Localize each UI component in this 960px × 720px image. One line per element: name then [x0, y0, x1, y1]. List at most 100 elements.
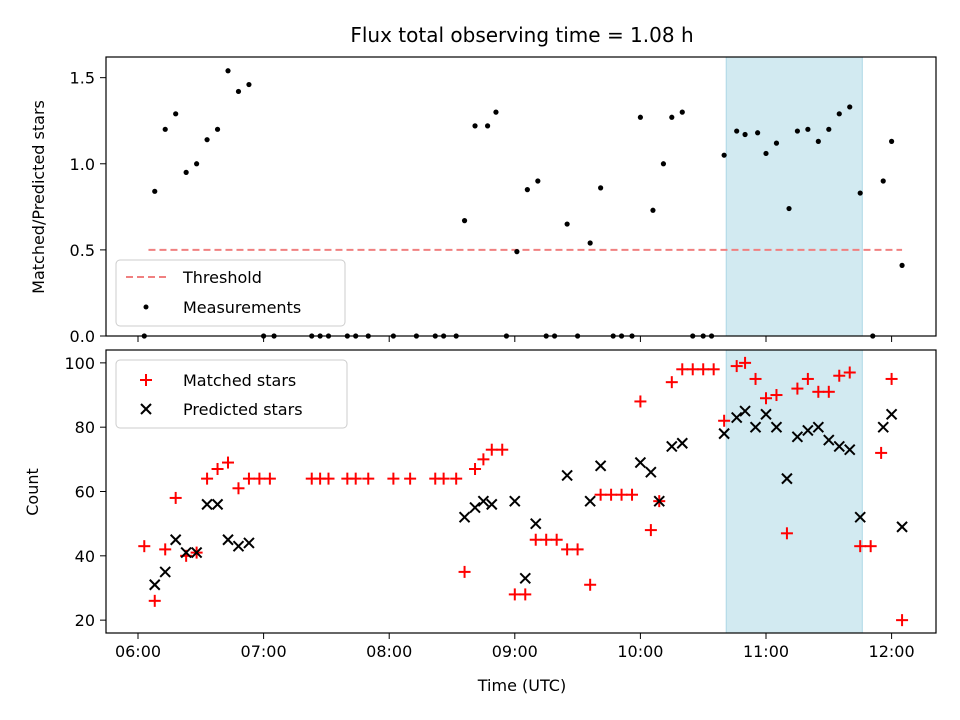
x-tick-label: 12:00 [869, 642, 915, 661]
x-tick-label: 07:00 [241, 642, 287, 661]
predicted-stars-point [486, 498, 498, 511]
measurements-point [857, 190, 863, 196]
predicted-stars-point [770, 421, 783, 433]
measurements-point [598, 185, 604, 191]
matched-stars-point [362, 472, 375, 485]
matched-stars-point [349, 472, 362, 485]
measurements-point [637, 114, 644, 120]
measurements-point [173, 111, 179, 117]
measurements-point [742, 131, 748, 138]
measurements-point [535, 178, 541, 184]
predicted-stars-point [201, 498, 213, 511]
matched-stars-point [540, 533, 553, 546]
x-tick-label: 08:00 [366, 642, 412, 661]
matched-stars-point [322, 472, 335, 485]
measurements-point [472, 123, 478, 129]
predicted-stars-point [634, 456, 647, 469]
measurements-point [493, 109, 499, 115]
matched-stars-point [812, 385, 825, 398]
matched-stars-point [232, 482, 245, 495]
top-legend-box [115, 259, 346, 327]
predicted-stars-point [211, 498, 224, 511]
measurements-point [484, 123, 491, 129]
matched-stars-point [437, 472, 450, 485]
matched-stars-point [242, 472, 255, 485]
measurements-point [669, 114, 675, 120]
measurements-point [847, 104, 853, 110]
predicted-stars-point [530, 517, 542, 530]
measurements-point [524, 187, 530, 193]
x-tick-label: 09:00 [492, 642, 538, 661]
matched-stars-point [780, 527, 793, 540]
y-tick-label: 0.5 [70, 241, 95, 260]
matched-stars-point [739, 356, 752, 369]
matched-stars-point [571, 543, 584, 556]
matched-stars-point [833, 369, 846, 382]
matched-stars-point [138, 540, 151, 553]
y-tick-label: 20 [75, 611, 95, 630]
y-tick-label: 1.0 [70, 155, 95, 174]
measurements-point [815, 138, 821, 144]
predicted-stars-point [190, 546, 203, 559]
measurements-point [235, 88, 242, 95]
matched-stars-point [159, 543, 172, 556]
predicted-stars-point [739, 405, 751, 417]
measurements-point [721, 152, 727, 158]
matched-stars-point [615, 488, 628, 501]
top-span-highlight [725, 56, 863, 337]
legend-threshold-label: Threshold [182, 268, 262, 287]
predicted-stars-point [812, 421, 825, 433]
bottom-legend: Matched stars Predicted stars [115, 359, 348, 429]
measurements-point [152, 188, 158, 194]
measurements-point [225, 68, 231, 74]
matched-stars-point [211, 462, 224, 475]
bottom-panel: 20 40 60 80 100 06:00 07:00 08:00 09:00 10:00 11:… [23, 349, 937, 695]
matched-stars-point [550, 533, 563, 546]
predicted-stars-point [791, 431, 804, 443]
matched-stars-point [519, 588, 532, 601]
matched-stars-point [458, 565, 471, 578]
top-legend: Threshold Measurements [115, 259, 346, 327]
measurements-point [183, 169, 189, 175]
legend-matched-swatch [140, 374, 152, 386]
matched-stars-point [222, 456, 235, 469]
predicted-stars-point [885, 408, 898, 421]
matched-stars-point [864, 540, 877, 553]
bottom-y-axis-label: Count [23, 468, 42, 516]
matched-stars-point [169, 491, 182, 504]
matched-stars-point [584, 578, 597, 591]
measurements-point [899, 262, 905, 268]
predicted-stars-point [676, 437, 688, 449]
y-tick-label: 1.5 [70, 69, 95, 88]
matched-stars-point [634, 395, 647, 408]
predicted-stars-point [243, 537, 255, 549]
measurements-point [204, 137, 210, 143]
predicted-stars-point [854, 511, 866, 523]
predicted-stars-point [718, 427, 730, 440]
matched-stars-point [718, 414, 731, 427]
predicted-stars-point [561, 469, 573, 482]
measurements-point [587, 240, 593, 246]
matched-stars-point [749, 372, 762, 385]
y-tick-label: 80 [75, 418, 95, 437]
predicted-stars-point [802, 424, 814, 437]
chart-title: Flux total observing time = 1.08 h [350, 23, 693, 47]
matched-stars-point [760, 392, 772, 405]
x-tick-label: 06:00 [115, 642, 161, 661]
matched-stars-point [561, 543, 574, 556]
matched-stars-point [253, 472, 266, 485]
legend-measurements-label: Measurements [183, 298, 301, 317]
matched-stars-point [896, 614, 909, 627]
y-tick-label: 60 [75, 483, 95, 502]
predicted-stars-point [730, 411, 743, 424]
legend-measurements-swatch [143, 304, 149, 310]
predicted-stars-point [232, 540, 245, 552]
matched-stars-point [508, 588, 521, 601]
measurements-point [880, 178, 886, 184]
matched-stars-point [496, 443, 509, 456]
measurements-point [214, 126, 221, 132]
measurements-point [794, 128, 801, 134]
matched-stars-point [707, 363, 720, 376]
matched-stars-point [477, 453, 490, 466]
